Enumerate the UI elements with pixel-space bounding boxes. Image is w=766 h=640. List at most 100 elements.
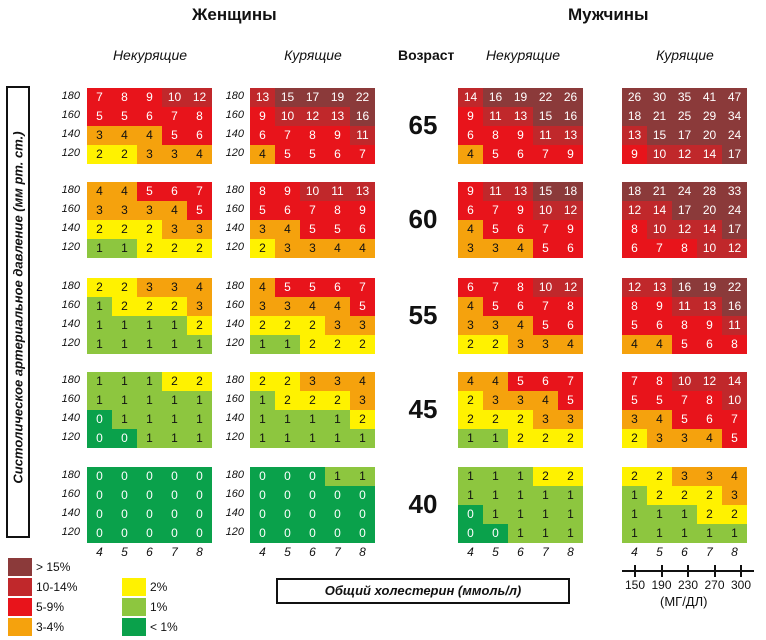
- risk-cell: 1: [622, 505, 647, 524]
- bp-tick-label: 180: [61, 184, 80, 196]
- x-tick-label: 5: [492, 545, 499, 559]
- risk-cell: 2: [275, 391, 300, 410]
- risk-cell: 4: [250, 145, 275, 164]
- bp-tick-label: 160: [225, 203, 244, 215]
- risk-cell: 9: [458, 107, 483, 126]
- risk-cell: 0: [350, 486, 375, 505]
- bp-tick-label: 140: [61, 222, 80, 234]
- risk-cell: 3: [162, 220, 187, 239]
- risk-cell: 0: [325, 524, 350, 543]
- risk-cell: 4: [558, 335, 583, 354]
- risk-cell: 3: [275, 239, 300, 258]
- risk-cell: 9: [325, 126, 350, 145]
- risk-cell: 0: [458, 524, 483, 543]
- risk-cell: 19: [697, 278, 722, 297]
- age-label-55: 55: [408, 300, 438, 330]
- risk-cell: 12: [558, 201, 583, 220]
- risk-cell: 12: [697, 372, 722, 391]
- x-tick-label: 4: [259, 545, 266, 559]
- risk-cell: 1: [622, 524, 647, 543]
- risk-cell: 8: [622, 297, 647, 316]
- bp-tick-label: 120: [61, 241, 80, 253]
- risk-cell: 7: [483, 278, 508, 297]
- risk-cell: 4: [697, 429, 722, 448]
- risk-cell: 12: [622, 201, 647, 220]
- risk-cell: 2: [137, 297, 162, 316]
- risk-cell: 1: [87, 391, 112, 410]
- y-axis-label: Систолическое артериальное давление (мм …: [10, 131, 26, 484]
- age-label-60: 60: [408, 204, 438, 234]
- risk-cell: 0: [250, 524, 275, 543]
- risk-cell: 7: [622, 372, 647, 391]
- bp-tick-label: 180: [61, 374, 80, 386]
- risk-cell: 2: [458, 410, 483, 429]
- risk-cell: 7: [275, 126, 300, 145]
- risk-cell: 8: [558, 297, 583, 316]
- risk-cell: 6: [137, 107, 162, 126]
- bp-tick-label: 140: [225, 412, 244, 424]
- risk-cell: 2: [325, 391, 350, 410]
- risk-cell: 1: [87, 372, 112, 391]
- risk-cell: 10: [697, 239, 722, 258]
- x-tick-label: 5: [121, 545, 128, 559]
- risk-cell: 16: [558, 107, 583, 126]
- risk-cell: 0: [275, 524, 300, 543]
- risk-cell: 9: [558, 220, 583, 239]
- risk-cell: 10: [722, 391, 747, 410]
- risk-cell: 6: [350, 220, 375, 239]
- risk-cell: 5: [558, 391, 583, 410]
- bp-tick-label: 140: [225, 222, 244, 234]
- risk-cell: 1: [622, 486, 647, 505]
- x-tick-label: 7: [706, 545, 713, 559]
- bp-tick-label: 180: [225, 469, 244, 481]
- bp-tick-label: 120: [225, 241, 244, 253]
- bp-tick-label: 160: [225, 109, 244, 121]
- risk-cell: 1: [458, 486, 483, 505]
- risk-cell: 5: [647, 391, 672, 410]
- risk-cell: 16: [722, 297, 747, 316]
- risk-cell: 2: [250, 239, 275, 258]
- risk-cell: 7: [300, 201, 325, 220]
- risk-cell: 18: [622, 107, 647, 126]
- risk-cell: 4: [722, 467, 747, 486]
- risk-cell: 1: [558, 486, 583, 505]
- risk-cell: 5: [483, 145, 508, 164]
- risk-cell: 1: [187, 429, 212, 448]
- age-label-40: 40: [408, 489, 438, 519]
- risk-cell: 0: [112, 524, 137, 543]
- age-label-45: 45: [408, 394, 438, 424]
- risk-cell: 5: [275, 278, 300, 297]
- risk-cell: 12: [722, 239, 747, 258]
- risk-cell: 2: [622, 467, 647, 486]
- risk-cell: 2: [275, 372, 300, 391]
- risk-cell: 6: [325, 145, 350, 164]
- risk-cell: 2: [112, 145, 137, 164]
- risk-cell: 3: [672, 467, 697, 486]
- risk-cell: 11: [483, 182, 508, 201]
- risk-cell: 1: [483, 467, 508, 486]
- legend-label: 3-4%: [36, 620, 65, 634]
- risk-cell: 0: [275, 505, 300, 524]
- risk-cell: 5: [187, 201, 212, 220]
- mg-tick: [687, 565, 689, 577]
- risk-cell: 1: [162, 429, 187, 448]
- mg-tick: [740, 565, 742, 577]
- risk-cell: 4: [325, 297, 350, 316]
- bp-tick-label: 140: [225, 318, 244, 330]
- risk-cell: 2: [137, 239, 162, 258]
- risk-cell: 9: [622, 145, 647, 164]
- risk-cell: 34: [722, 107, 747, 126]
- risk-cell: 10: [647, 220, 672, 239]
- risk-cell: 4: [275, 220, 300, 239]
- risk-cell: 19: [325, 88, 350, 107]
- risk-cell: 13: [697, 297, 722, 316]
- risk-cell: 1: [87, 297, 112, 316]
- legend-swatch: [122, 578, 146, 596]
- risk-cell: 3: [275, 297, 300, 316]
- risk-cell: 1: [558, 524, 583, 543]
- risk-cell: 16: [350, 107, 375, 126]
- risk-cell: 5: [483, 220, 508, 239]
- risk-cell: 4: [533, 391, 558, 410]
- risk-cell: 7: [558, 372, 583, 391]
- men-title: Мужчины: [568, 5, 649, 24]
